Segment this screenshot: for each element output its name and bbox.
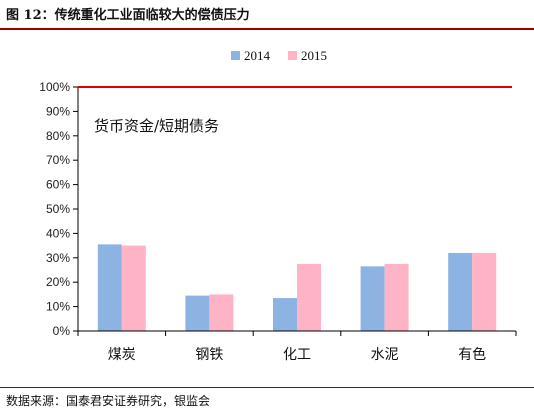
legend-swatch-2015 <box>288 51 297 60</box>
y-axis: 0% 10% 20% 30% 40% 50% 60% 70% 80% 90% 100% <box>39 80 79 338</box>
bars <box>78 86 512 331</box>
bar-2014-有色 <box>448 252 473 331</box>
title-rule <box>0 28 534 30</box>
y-tick-label: 90% <box>46 104 70 118</box>
x-category-label: 煤炭 <box>108 347 136 363</box>
y-tick-label: 40% <box>46 226 70 240</box>
y-tick-label: 10% <box>46 300 70 314</box>
data-source: 数据来源：国泰君安证券研究，银监会 <box>6 394 211 408</box>
bar-2014-化工 <box>273 298 297 331</box>
bar-2015-有色 <box>472 252 497 331</box>
bar-2015-化工 <box>297 263 321 331</box>
bar-chart: 2014 2015 0% 10% 20% 30% 40% 50% 60% 70% 80% 90% 10… <box>39 48 517 363</box>
bar-2015-钢铁 <box>209 294 234 331</box>
y-tick-label: 60% <box>46 178 70 192</box>
x-category-label: 水泥 <box>371 347 399 363</box>
legend-label-2014: 2014 <box>244 48 271 63</box>
legend-label-2015: 2015 <box>301 48 327 63</box>
x-axis: 煤炭 钢铁 化工 水泥 有色 <box>77 330 517 363</box>
y-tick-label: 80% <box>46 129 70 143</box>
x-category-label: 有色 <box>458 346 486 363</box>
y-tick-label: 50% <box>46 202 70 216</box>
y-tick-label: 20% <box>46 275 70 289</box>
legend: 2014 2015 <box>231 48 327 63</box>
y-tick-label: 70% <box>46 153 70 167</box>
bar-2014-钢铁 <box>185 295 210 331</box>
source-rule <box>0 387 534 388</box>
x-category-label: 钢铁 <box>195 347 223 363</box>
y-tick-label: 0% <box>53 324 71 338</box>
y-tick-label: 30% <box>46 251 70 265</box>
bar-2015-水泥 <box>384 263 409 331</box>
figure-title: 图 12：传统重化工业面临较大的偿债压力 <box>6 8 250 23</box>
bar-2015-煤炭 <box>121 245 146 331</box>
y-tick-label: 100% <box>39 80 70 94</box>
x-category-label: 化工 <box>283 347 311 363</box>
legend-swatch-2014 <box>231 51 240 60</box>
chart-annotation: 货币资金/短期债务 <box>94 117 219 135</box>
bar-2014-水泥 <box>360 266 385 331</box>
bar-2014-煤炭 <box>97 244 122 331</box>
